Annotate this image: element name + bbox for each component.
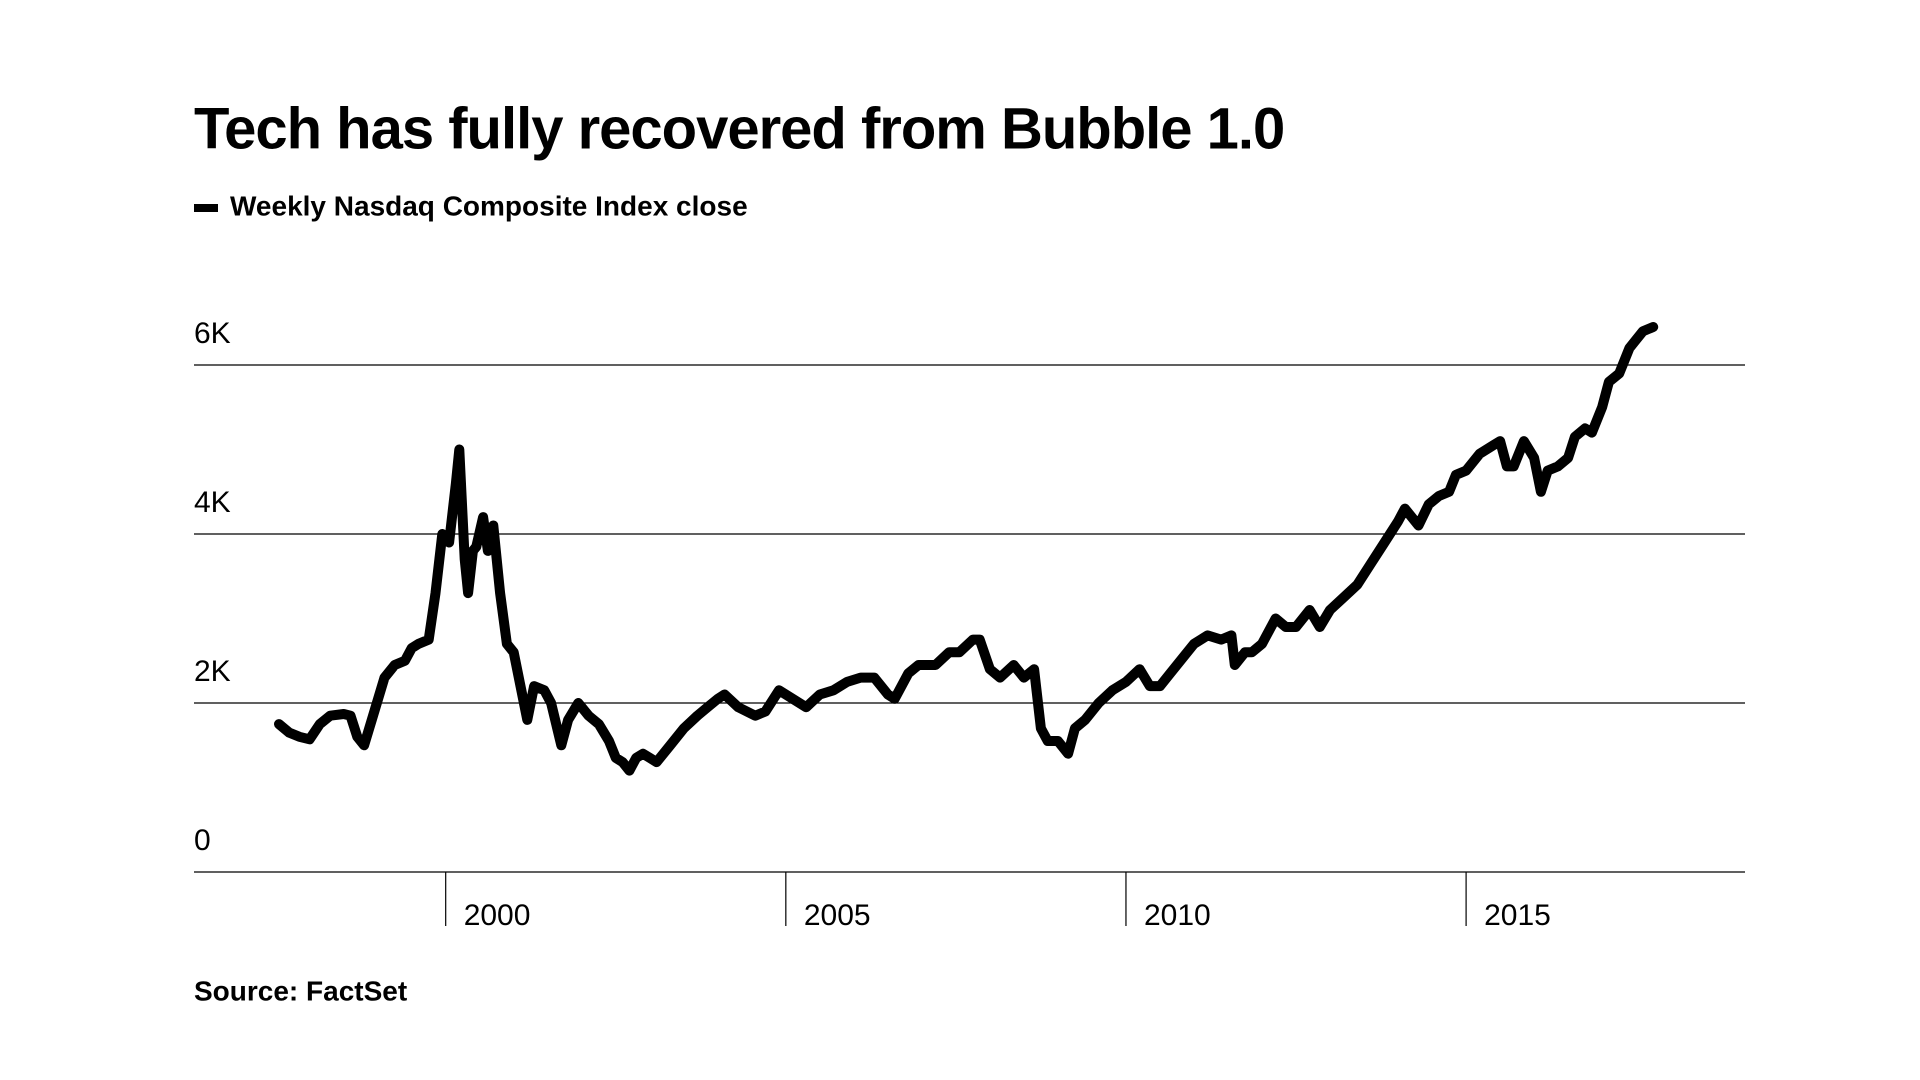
x-tick-label: 2000: [464, 899, 531, 932]
y-tick-label: 6K: [194, 317, 231, 350]
x-tick-label: 2010: [1144, 899, 1211, 932]
y-tick-label: 2K: [194, 655, 231, 688]
source: Source: FactSet: [194, 975, 407, 1006]
y-tick-label: 4K: [194, 486, 231, 519]
x-tick-label: 2015: [1484, 899, 1551, 932]
y-tick-label: 0: [194, 824, 211, 857]
x-tick-label: 2005: [804, 899, 871, 932]
chart-title: Tech has fully recovered from Bubble 1.0: [194, 96, 1284, 161]
legend-swatch: [194, 204, 218, 212]
legend-label: Weekly Nasdaq Composite Index close: [230, 190, 748, 221]
line-series: [274, 322, 1659, 776]
